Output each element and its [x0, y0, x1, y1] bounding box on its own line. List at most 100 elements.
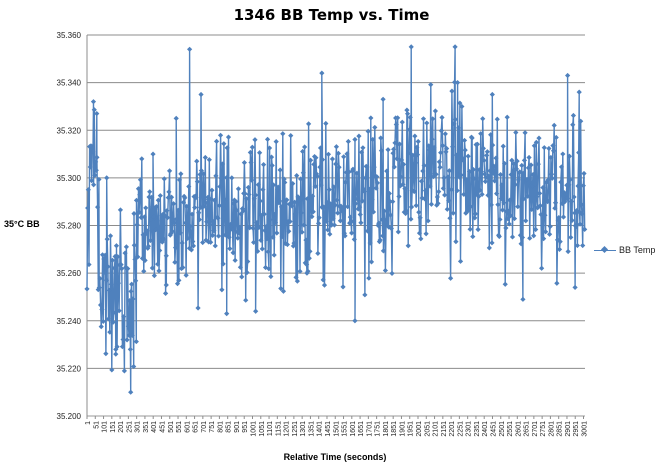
data-point [217, 184, 223, 190]
data-point [186, 183, 192, 190]
data-point [438, 150, 444, 156]
data-point [378, 135, 384, 141]
data-point [407, 114, 413, 120]
x-tick-label: 2601 [515, 421, 522, 437]
data-point [354, 170, 360, 176]
data-point [319, 157, 326, 163]
data-point [465, 153, 471, 159]
data-point [290, 181, 296, 187]
x-tick-label: 301 [135, 421, 142, 433]
data-point [417, 215, 423, 221]
data-point [499, 207, 506, 213]
data-point [521, 196, 527, 202]
data-point [278, 204, 285, 210]
data-point [386, 224, 392, 230]
data-point [118, 262, 124, 268]
data-point [247, 149, 253, 156]
data-point [249, 144, 255, 150]
data-point [259, 246, 265, 252]
data-point [277, 167, 283, 173]
y-tick-label: 35.340 [57, 79, 82, 88]
data-point [351, 218, 357, 225]
data-point [428, 82, 434, 88]
data-point [137, 192, 143, 198]
data-point [235, 235, 241, 241]
data-point [89, 178, 95, 184]
data-point [550, 143, 556, 149]
data-point [534, 193, 540, 200]
data-point [451, 121, 457, 127]
data-point [196, 217, 202, 223]
data-point [99, 306, 105, 313]
data-point [161, 176, 167, 182]
data-point [271, 252, 277, 258]
data-point [187, 223, 193, 229]
data-point [153, 227, 159, 233]
data-point [480, 116, 486, 122]
data-point [539, 265, 545, 271]
data-point [352, 136, 358, 143]
data-point [133, 338, 139, 345]
data-point [400, 181, 406, 187]
x-axis-label: Relative Time (seconds) [283, 452, 387, 462]
data-point [200, 239, 206, 246]
data-point [113, 351, 119, 357]
data-point [207, 221, 213, 228]
data-point [408, 204, 415, 210]
data-point [250, 225, 256, 231]
data-point [492, 171, 498, 177]
y-axis-label: 35°C BB [4, 219, 40, 229]
data-point [315, 220, 322, 227]
data-point [93, 159, 99, 165]
data-point [94, 204, 101, 210]
data-point [489, 240, 495, 246]
data-point [272, 219, 279, 226]
x-tick-label: 2401 [482, 421, 489, 437]
data-point [149, 194, 155, 200]
data-point [298, 176, 304, 182]
data-point [353, 188, 359, 195]
data-point [556, 214, 562, 221]
data-point [274, 187, 281, 193]
data-point [356, 204, 363, 210]
x-tick-label: 2351 [474, 421, 481, 437]
data-point [254, 219, 260, 226]
data-point [260, 161, 267, 168]
data-point [472, 211, 479, 217]
data-point [572, 284, 578, 291]
data-point [131, 210, 137, 217]
data-point [332, 202, 338, 208]
data-point [501, 160, 508, 167]
data-point [344, 151, 350, 157]
x-tick-label: 1051 [259, 421, 266, 437]
data-point [252, 137, 258, 143]
x-tick-label: 451 [159, 421, 166, 433]
data-point [354, 196, 361, 202]
data-point [582, 226, 588, 232]
data-point [110, 319, 116, 325]
data-point [395, 115, 401, 121]
data-point [90, 148, 96, 154]
data-point [300, 148, 306, 155]
data-point [232, 257, 238, 263]
data-point [101, 269, 108, 275]
data-point [406, 127, 413, 133]
data-point [333, 144, 340, 150]
data-point [306, 255, 312, 261]
data-point [543, 229, 549, 235]
data-point [166, 168, 173, 174]
data-point [331, 184, 337, 190]
data-point [143, 205, 149, 211]
data-point [494, 116, 500, 122]
data-point [264, 236, 270, 242]
data-point [490, 170, 496, 176]
data-point [577, 221, 583, 227]
data-point [337, 218, 343, 224]
data-point [103, 277, 110, 283]
data-point [188, 233, 194, 239]
data-point [311, 161, 317, 167]
data-point [94, 154, 100, 160]
data-point [335, 150, 341, 156]
data-point [457, 100, 463, 106]
